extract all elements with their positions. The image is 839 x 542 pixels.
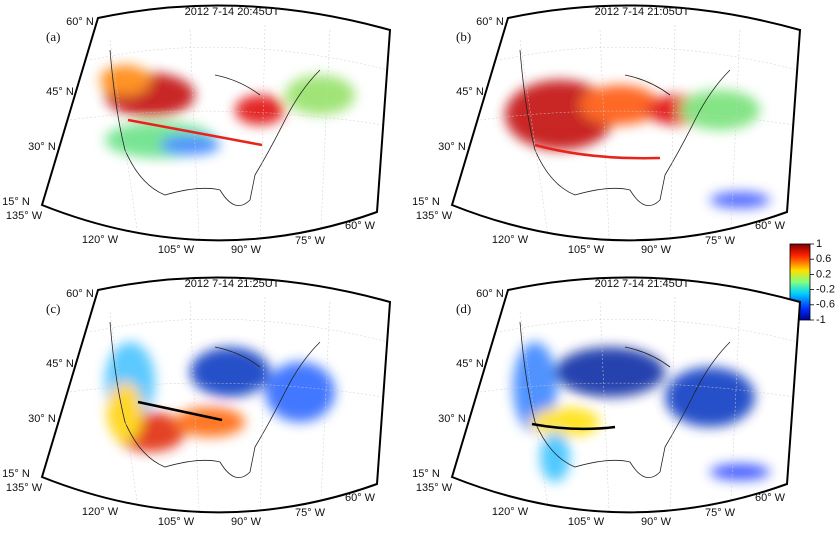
map-panel: 2012 7-14 21:05UT (b) 60° N 45° N 30° N 15° N… xyxy=(412,4,802,256)
tec-blob xyxy=(710,192,770,208)
lat-label: 30° N xyxy=(28,413,56,425)
tec-field xyxy=(100,65,355,158)
colorbar-label: -0.2 xyxy=(816,284,835,296)
lon-label: 135° W xyxy=(416,210,453,222)
lat-label: 60° N xyxy=(66,16,94,28)
lat-label: 60° N xyxy=(476,288,504,300)
map-frame xyxy=(40,276,392,514)
lon-label: 90° W xyxy=(641,516,672,528)
map-panel: 2012 7-14 21:45UT (d) 60° N 45° N 30° N 15° N… xyxy=(412,276,802,528)
tec-blob xyxy=(160,135,220,155)
lat-label: 60° N xyxy=(66,288,94,300)
panel-label: (d) xyxy=(456,301,471,316)
track-line xyxy=(534,143,661,160)
tec-blob xyxy=(665,367,755,427)
panel-title: 2012 7-14 20:45UT xyxy=(185,6,280,18)
lon-label: 75° W xyxy=(295,235,326,247)
lat-label: 15° N xyxy=(412,468,440,480)
tec-blob xyxy=(235,95,285,125)
coastline xyxy=(519,49,731,207)
tec-blob xyxy=(100,65,150,95)
lat-label: 45° N xyxy=(46,86,74,98)
lon-label: 120° W xyxy=(492,506,529,518)
panel-title: 2012 7-14 21:25UT xyxy=(185,278,280,290)
map-panel: 2012 7-14 21:25UT (c) 60° N 45° N 30° N 15° N… xyxy=(2,276,392,528)
colorbar-label: -1 xyxy=(816,314,826,326)
lon-label: 90° W xyxy=(231,516,262,528)
lon-label: 105° W xyxy=(568,516,605,528)
lat-label: 45° N xyxy=(456,358,484,370)
tec-blob xyxy=(580,85,660,125)
lon-label: 75° W xyxy=(705,235,736,247)
tec-blob xyxy=(190,347,270,397)
coastline xyxy=(109,321,321,479)
coastline xyxy=(109,49,321,207)
panel-label: (b) xyxy=(456,29,471,44)
lon-label: 60° W xyxy=(345,492,376,504)
colorbar-label: 1 xyxy=(816,238,822,250)
lat-label: 45° N xyxy=(456,86,484,98)
lon-label: 105° W xyxy=(158,244,195,256)
lat-label: 45° N xyxy=(46,358,74,370)
panel-label: (a) xyxy=(46,29,60,44)
map-frame xyxy=(40,4,392,242)
lat-label: 60° N xyxy=(476,16,504,28)
lon-label: 135° W xyxy=(6,482,43,494)
lon-label: 105° W xyxy=(158,516,195,528)
panel-title: 2012 7-14 21:45UT xyxy=(595,278,690,290)
tec-blob xyxy=(710,464,770,480)
map-field xyxy=(42,5,390,241)
map-frame xyxy=(450,276,802,514)
map-field xyxy=(452,5,800,241)
lon-label: 75° W xyxy=(295,507,326,519)
lon-label: 120° W xyxy=(82,234,119,246)
track-line xyxy=(127,118,263,147)
panel-label: (c) xyxy=(46,301,60,316)
lon-label: 60° W xyxy=(755,492,786,504)
tec-blob xyxy=(555,347,665,397)
tec-blob xyxy=(265,362,335,422)
lon-label: 120° W xyxy=(492,234,529,246)
sector-bg xyxy=(42,5,390,241)
tec-blob xyxy=(530,407,600,437)
map-panel: 2012 7-14 20:45UT (a) 60° N 45° N 30° N 15° N… xyxy=(2,4,392,256)
lat-label: 30° N xyxy=(438,141,466,153)
graticule xyxy=(69,296,389,513)
lon-label: 90° W xyxy=(641,244,672,256)
map-frame xyxy=(450,4,802,242)
lat-label: 30° N xyxy=(28,141,56,153)
lon-label: 75° W xyxy=(705,507,736,519)
colorbar-label: 0.2 xyxy=(816,268,831,280)
graticule xyxy=(479,296,799,513)
colorbar-label: -0.6 xyxy=(816,299,835,311)
track-line xyxy=(137,400,223,422)
tec-blob xyxy=(680,90,760,130)
tec-field xyxy=(505,80,770,208)
graticule xyxy=(479,24,799,241)
tec-blob xyxy=(285,75,355,115)
colorbar-label: 0.6 xyxy=(816,253,831,265)
lon-label: 105° W xyxy=(568,244,605,256)
lat-label: 30° N xyxy=(438,413,466,425)
lon-label: 135° W xyxy=(416,482,453,494)
lat-label: 15° N xyxy=(2,468,30,480)
map-field xyxy=(452,277,800,513)
lon-label: 60° W xyxy=(755,220,786,232)
lon-label: 60° W xyxy=(345,220,376,232)
lon-label: 120° W xyxy=(82,506,119,518)
lat-label: 15° N xyxy=(412,196,440,208)
track-line xyxy=(531,422,616,431)
lat-label: 15° N xyxy=(2,196,30,208)
coastline xyxy=(519,321,731,479)
tec-blob xyxy=(107,382,143,442)
lon-label: 90° W xyxy=(231,244,262,256)
lon-label: 135° W xyxy=(6,210,43,222)
graticule xyxy=(69,24,389,241)
panel-title: 2012 7-14 21:05UT xyxy=(595,6,690,18)
